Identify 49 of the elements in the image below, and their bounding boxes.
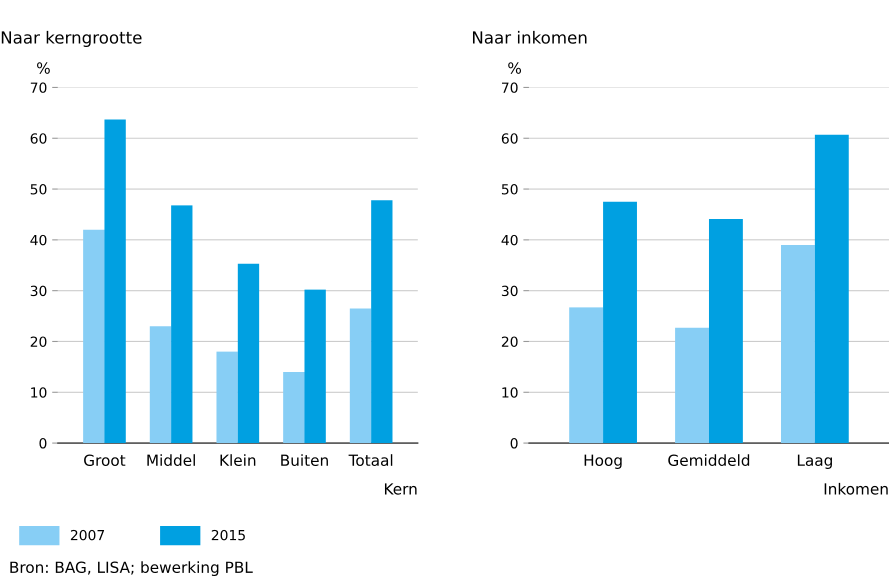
x-tick-label: Laag xyxy=(798,454,832,469)
x-tick-label: Klein xyxy=(220,454,256,466)
bar xyxy=(603,202,637,444)
legend-label: 2007 xyxy=(70,530,104,540)
x-tick-label: Middel xyxy=(147,454,195,466)
y-axis-title: % xyxy=(37,62,50,74)
y-tick-label: 30 xyxy=(502,286,518,296)
y-tick-label: 50 xyxy=(30,184,46,195)
bar xyxy=(83,230,104,444)
chart-title: Naar kerngrootte xyxy=(2,30,142,48)
bar xyxy=(675,328,709,444)
y-tick-label: 10 xyxy=(31,387,46,398)
y-tick-label: 30 xyxy=(30,286,46,296)
chart-title: Naar inkomen xyxy=(472,30,586,44)
bar xyxy=(814,134,849,444)
x-tick-label: Totaal xyxy=(348,454,392,466)
bar xyxy=(569,307,604,444)
bar xyxy=(150,326,172,444)
y-tick-label: 20 xyxy=(502,336,518,347)
bar xyxy=(371,200,392,444)
bar xyxy=(283,372,304,444)
y-tick-label: 70 xyxy=(30,82,46,93)
y-tick-label: 60 xyxy=(502,133,518,144)
x-tick-label: Groot xyxy=(84,454,126,466)
y-tick-label: 0 xyxy=(510,438,518,449)
x-axis-title: Kern xyxy=(384,483,417,495)
y-tick-label: 20 xyxy=(30,336,46,347)
bar xyxy=(780,244,815,444)
y-tick-label: 70 xyxy=(502,82,518,93)
x-axis-title: Inkomen xyxy=(824,482,888,495)
y-tick-label: 0 xyxy=(39,438,46,449)
legend-label: 2015 xyxy=(212,530,245,540)
bar xyxy=(708,219,743,444)
y-tick-label: 40 xyxy=(502,234,518,246)
x-tick-label: Buiten xyxy=(281,454,328,466)
y-axis-title: % xyxy=(508,62,522,74)
text: Bron: BAG, LISA; bewerking PBL xyxy=(10,561,253,576)
bar xyxy=(238,264,260,444)
y-tick-label: 40 xyxy=(30,234,46,246)
bar xyxy=(304,290,326,444)
bar xyxy=(171,205,192,444)
x-tick-label: Gemiddeld xyxy=(668,454,750,466)
x-tick-label: Hoog xyxy=(584,454,622,469)
bar xyxy=(104,119,126,444)
bar xyxy=(350,308,372,444)
y-tick-label: 60 xyxy=(30,133,46,144)
y-tick-label: 10 xyxy=(502,387,518,398)
bar xyxy=(216,352,238,444)
y-tick-label: 50 xyxy=(502,184,518,195)
